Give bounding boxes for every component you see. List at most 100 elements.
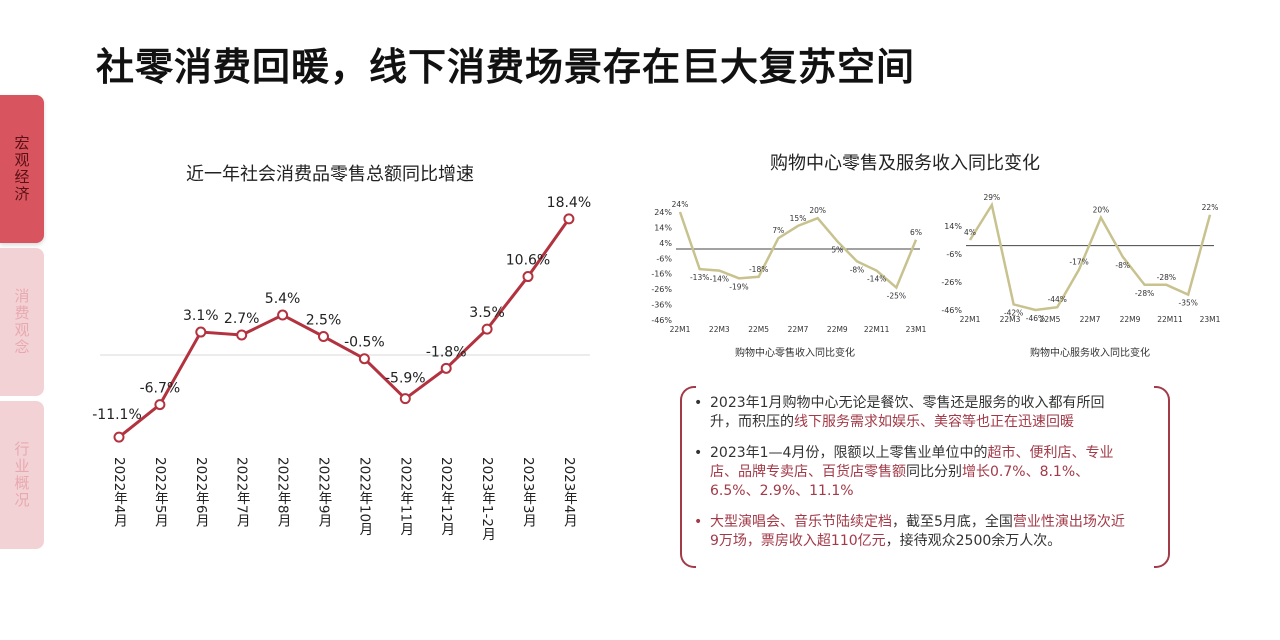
y-tick-label: -26%: [651, 285, 672, 294]
side-tab-consumer-attitude[interactable]: 消费观念: [0, 248, 44, 396]
series-line: [968, 201, 1212, 312]
x-tick-label: 2022年5月: [152, 457, 169, 528]
main-chart-title: 近一年社会消费品零售总额同比增速: [186, 164, 474, 185]
x-tick-label: 2023年3月: [520, 457, 537, 528]
data-label: 24%: [672, 200, 689, 209]
y-tick-label: -26%: [941, 278, 962, 287]
data-label: -14%: [867, 275, 886, 284]
y-tick-label: -46%: [651, 316, 672, 325]
data-point: [563, 213, 575, 225]
x-tick-label: 2022年11月: [397, 457, 414, 537]
note-highlight-text: 线下服务需求如娱乐、美容等也正在迅速回暖: [794, 414, 1074, 430]
x-tick-label: 2023年4月: [561, 457, 578, 528]
data-point: [522, 271, 534, 283]
x-tick-label: 2022年9月: [316, 457, 333, 528]
mall-service-income-chart: 14%-6%-26%-46%4%29%-42%-46%-44%-17%20%-8…: [941, 193, 1221, 324]
x-tick-label: 22M7: [788, 325, 809, 334]
mall-retail-chart-xlabel: 购物中心零售收入同比变化: [735, 348, 855, 359]
data-point: [154, 399, 166, 411]
note-highlight-text: 超市、便利店、专业店、品牌专卖店、百货店零售额: [710, 445, 1114, 480]
retail-sales-growth-chart: -11.1% -6.7% 3.1% 2.7% 5.4% 2.5%-0.5% -5.9%-1.…: [92, 195, 591, 542]
data-point: [481, 323, 493, 335]
x-tick-label: 22M9: [827, 325, 848, 334]
note-highlight-text: 营业性演出场次近9万场，票房收入超110亿元: [710, 514, 1125, 549]
note-item: 大型演唱会、音乐节陆续定档，截至5月底，全国营业性演出场次近9万场，票房收入超1…: [694, 513, 1130, 551]
x-tick-label: 22M5: [1040, 315, 1061, 324]
data-point: [195, 326, 207, 338]
note-text: 2023年1月购物中心无论是餐饮、零售还是服务的收入都有所回升，而积压的: [710, 395, 1105, 430]
data-label: -44%: [1048, 295, 1067, 304]
data-label: 18.4%: [547, 195, 591, 211]
x-tick-label: 2022年12月: [438, 457, 455, 537]
note-text: ，截至5月底，全国: [892, 514, 1013, 530]
y-tick-label: -16%: [651, 270, 672, 279]
x-tick-label: 23M1: [906, 325, 927, 334]
data-label: -5.9%: [385, 371, 426, 387]
y-tick-label: -46%: [941, 306, 962, 315]
data-label: -8%: [1115, 261, 1130, 270]
data-label: 5%: [831, 245, 843, 254]
data-label: 5.4%: [265, 291, 301, 307]
y-tick-label: -6%: [656, 254, 672, 263]
x-tick-label: 22M7: [1080, 315, 1101, 324]
y-tick-label: 4%: [659, 239, 672, 248]
x-tick-label: 2022年4月: [111, 457, 128, 528]
side-tab-industry-overview[interactable]: 行业概况: [0, 401, 44, 549]
data-label: -46%: [1026, 314, 1045, 323]
data-point: [277, 309, 289, 321]
data-point: [399, 393, 411, 405]
y-tick-label: 14%: [944, 222, 962, 231]
data-point: [236, 329, 248, 341]
data-label: -11.1%: [92, 407, 142, 423]
data-label: 22%: [1202, 203, 1219, 212]
data-label: -35%: [1178, 299, 1197, 308]
mall-retail-income-chart: 24%14%4%-6%-16%-26%-36%-46%24%-13% -14%-1…: [651, 200, 927, 334]
data-label: -28%: [1157, 273, 1176, 282]
notes-panel: 2023年1月购物中心无论是餐饮、零售还是服务的收入都有所回升，而积压的线下服务…: [680, 386, 1170, 568]
x-tick-label: 22M3: [1000, 315, 1021, 324]
x-tick-label: 22M1: [670, 325, 691, 334]
series-line: [678, 211, 918, 290]
x-tick-label: 22M9: [1120, 315, 1141, 324]
data-point: [440, 362, 452, 374]
data-label: -18%: [749, 265, 768, 274]
x-tick-label: 2022年10月: [356, 457, 373, 537]
data-label: 2.5%: [306, 313, 342, 329]
data-label: 3.1%: [183, 308, 219, 324]
note-text: 同比分别: [906, 464, 962, 480]
x-tick-label: 22M11: [864, 325, 890, 334]
data-label: 2.7%: [224, 311, 260, 327]
x-tick-label: 2022年8月: [275, 457, 292, 528]
y-tick-label: 14%: [654, 223, 672, 232]
data-label: -0.5%: [344, 335, 385, 351]
data-label: 15%: [790, 214, 807, 223]
data-label: 6%: [910, 228, 922, 237]
x-tick-label: 22M11: [1157, 315, 1183, 324]
data-label: -28%: [1135, 289, 1154, 298]
data-label: -8%: [850, 265, 865, 274]
x-tick-label: 23M1: [1200, 315, 1221, 324]
data-label: -42%: [1004, 308, 1023, 317]
left-bracket: [680, 386, 696, 568]
y-tick-label: -6%: [946, 250, 962, 259]
mall-charts-title: 购物中心零售及服务收入同比变化: [770, 153, 1040, 174]
data-label: 20%: [1093, 206, 1110, 215]
x-tick-label: 22M1: [960, 315, 981, 324]
y-tick-label: 24%: [654, 208, 672, 217]
data-label: 29%: [983, 193, 1000, 202]
note-item: 2023年1—4月份，限额以上零售业单位中的超市、便利店、专业店、品牌专卖店、百…: [694, 444, 1130, 501]
note-text: ，接待观众2500余万人次。: [885, 533, 1062, 549]
data-label: 4%: [964, 228, 976, 237]
side-tab-macro-economy[interactable]: 宏观经济: [0, 95, 44, 243]
data-label: 10.6%: [506, 253, 550, 269]
mall-service-chart-xlabel: 购物中心服务收入同比变化: [1030, 348, 1150, 359]
data-label: -13%: [690, 273, 709, 282]
data-label: -6.7%: [140, 381, 181, 397]
note-highlight-text: 大型演唱会、音乐节陆续定档: [710, 514, 892, 530]
note-text: 2023年1—4月份，限额以上零售业单位中的: [710, 445, 988, 461]
data-label: -19%: [729, 282, 748, 291]
data-label: -14%: [710, 275, 729, 284]
data-label: -1.8%: [426, 344, 467, 360]
data-label: -25%: [887, 292, 906, 301]
y-tick-label: -36%: [651, 301, 672, 310]
